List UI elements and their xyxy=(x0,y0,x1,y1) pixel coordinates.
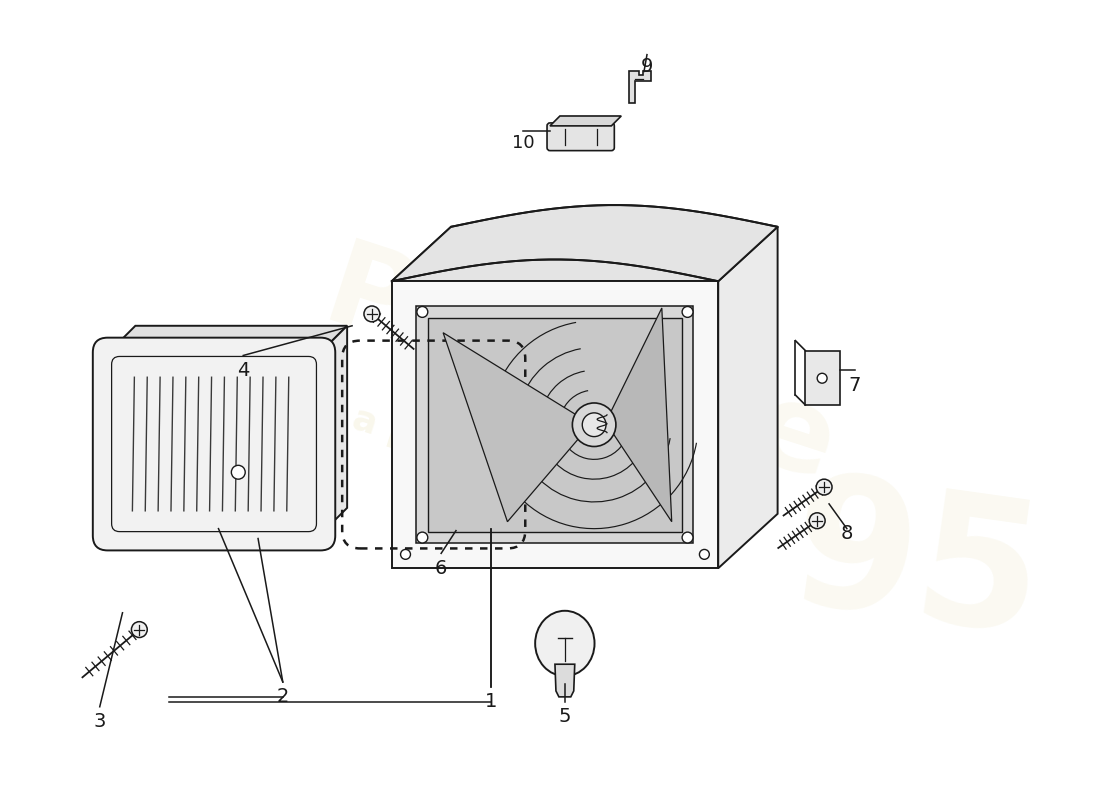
Text: 4: 4 xyxy=(236,361,250,380)
Text: 8: 8 xyxy=(840,524,854,543)
FancyBboxPatch shape xyxy=(92,338,336,550)
Polygon shape xyxy=(392,227,778,282)
Circle shape xyxy=(682,532,693,543)
Circle shape xyxy=(400,550,410,559)
Circle shape xyxy=(417,532,428,543)
Text: 7: 7 xyxy=(848,376,861,394)
Circle shape xyxy=(816,479,832,495)
Circle shape xyxy=(364,306,380,322)
Polygon shape xyxy=(805,350,840,405)
Circle shape xyxy=(810,513,825,529)
Ellipse shape xyxy=(536,610,594,676)
Polygon shape xyxy=(718,227,778,568)
Circle shape xyxy=(572,403,616,446)
Circle shape xyxy=(817,374,827,383)
Text: 9: 9 xyxy=(641,57,653,76)
Circle shape xyxy=(682,306,693,318)
Circle shape xyxy=(582,413,606,437)
Polygon shape xyxy=(554,664,574,697)
Text: 2: 2 xyxy=(276,687,289,706)
Circle shape xyxy=(417,306,428,318)
Polygon shape xyxy=(319,326,348,535)
Circle shape xyxy=(700,550,710,559)
Circle shape xyxy=(131,622,147,638)
Text: 95: 95 xyxy=(780,464,1053,673)
Text: 10: 10 xyxy=(512,134,535,152)
Text: Porsche: Porsche xyxy=(310,234,849,507)
Polygon shape xyxy=(392,282,718,568)
Text: 1: 1 xyxy=(484,692,497,711)
Polygon shape xyxy=(417,306,693,543)
Text: 3: 3 xyxy=(94,712,106,731)
Text: 6: 6 xyxy=(434,558,448,578)
Polygon shape xyxy=(550,116,622,126)
Polygon shape xyxy=(443,333,586,522)
Polygon shape xyxy=(629,71,651,103)
Polygon shape xyxy=(602,308,672,522)
Polygon shape xyxy=(428,318,682,532)
Text: 5: 5 xyxy=(559,707,571,726)
Text: a partslink95: a partslink95 xyxy=(348,402,614,517)
Polygon shape xyxy=(108,326,348,354)
FancyBboxPatch shape xyxy=(547,123,614,150)
Polygon shape xyxy=(392,205,778,282)
Circle shape xyxy=(231,466,245,479)
